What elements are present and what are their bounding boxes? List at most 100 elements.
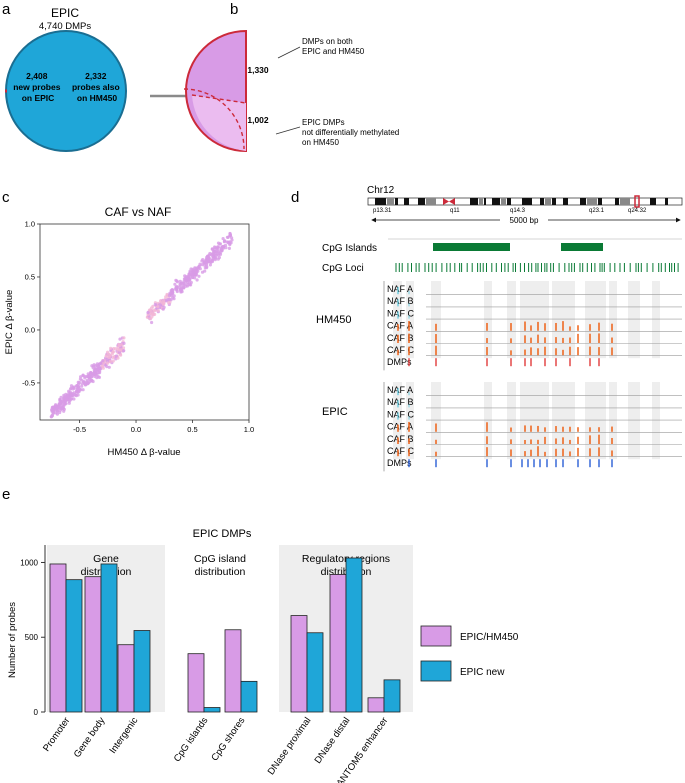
scatter-point — [188, 270, 192, 274]
bar-category-label: Gene body — [72, 715, 108, 760]
scatter-point — [200, 259, 204, 263]
pie-b-slice-not-dm — [192, 95, 246, 151]
scatter-point — [210, 259, 215, 264]
bar-epic-new — [383, 679, 401, 713]
pie-b-bottom-note-line1: EPIC DMPs — [302, 118, 345, 127]
pie-b-divider — [191, 94, 247, 104]
scale-label: 5000 bp — [510, 216, 539, 225]
bar-epic-new — [133, 630, 151, 713]
scatter-point — [204, 258, 208, 262]
scatter-point — [213, 245, 217, 249]
scatter-point — [92, 371, 96, 375]
scatter-point — [105, 361, 110, 365]
scatter-point — [60, 407, 64, 411]
scatter-point — [50, 413, 54, 417]
track-label-hm450: NAF C — [387, 308, 415, 318]
panel-label-b: b — [230, 1, 238, 18]
bar-epic-hm450 — [367, 697, 385, 713]
probe-shade-column — [393, 382, 402, 460]
scatter-point — [205, 265, 209, 269]
scatter-ylabel: EPIC Δ β-value — [4, 290, 15, 355]
scatter-xtick-label: 1.0 — [244, 425, 254, 434]
scatter-point — [191, 267, 195, 271]
legend-swatch-epic-new — [420, 660, 452, 682]
ideogram-band — [540, 198, 544, 205]
panel-a: EPIC 4,740 DMPs 2,408 new probes on EPIC… — [5, 6, 221, 152]
scatter-point — [109, 346, 113, 350]
scatter-point — [217, 251, 221, 255]
scatter-point — [80, 384, 84, 388]
scatter-point — [224, 246, 228, 250]
cpg-island-block — [433, 243, 510, 251]
scatter-point — [104, 354, 108, 358]
probe-shade-column — [393, 281, 402, 359]
bar-category-label: CpG shores — [209, 715, 247, 763]
bar-category-label: Intergenic — [108, 715, 141, 756]
scatter-point — [227, 246, 231, 250]
scatter-point — [65, 398, 69, 402]
ideogram-band — [404, 198, 409, 205]
scatter-point — [66, 393, 70, 397]
scatter-point — [194, 273, 198, 277]
scatter-point — [111, 350, 115, 354]
scatter-point — [178, 288, 183, 292]
ideogram-band-grey — [426, 198, 436, 205]
scatter-point — [74, 394, 78, 398]
scatter-point — [72, 397, 76, 401]
track-label-hm450: CAF C — [387, 345, 415, 355]
bar-ylabel: Number of probes — [7, 602, 18, 678]
ideogram-band — [598, 198, 602, 205]
bar-epic-new — [203, 707, 221, 713]
scatter-point — [169, 289, 173, 293]
bar-epic-hm450 — [290, 615, 308, 713]
probe-shade-column — [552, 281, 575, 359]
scatter-point — [164, 295, 168, 299]
probe-shade-column — [507, 382, 516, 460]
panel-d: Chr12 p13.31 q11 q14.3 q23.1 q24.32 5000… — [316, 185, 683, 472]
pie-b-bottom-leader — [275, 126, 301, 135]
ideogram-band — [563, 198, 568, 205]
scatter-point — [228, 233, 232, 238]
scatter-xtick-label: 0.5 — [187, 425, 197, 434]
scatter-ytick-label: -0.5 — [22, 378, 35, 387]
legend-label-epic-hm450: EPIC/HM450 — [460, 632, 519, 643]
scatter-point — [214, 256, 218, 260]
bar-category-label: CpG islands — [172, 715, 211, 764]
band-1: p13.31 — [373, 208, 392, 214]
scatter-point — [108, 359, 112, 364]
track-label-epic: NAF B — [387, 397, 414, 407]
probe-shade-column — [585, 382, 606, 460]
pie-b — [183, 29, 247, 153]
probe-shade-column — [507, 281, 516, 359]
track-label-hm450: CAF A — [387, 321, 413, 331]
ideogram-band — [470, 198, 478, 205]
panel-label-c: c — [2, 189, 10, 206]
scatter-point — [186, 280, 190, 284]
ideogram-band — [615, 198, 619, 205]
ideogram-band — [418, 198, 425, 205]
probe-shade-column — [484, 382, 492, 460]
pie-a-left-line3: on EPIC — [22, 93, 55, 103]
band-3: q14.3 — [510, 208, 526, 214]
track-label-epic: CAF C — [387, 446, 415, 456]
group-title-line: distribution — [195, 566, 246, 578]
panel-c: CAF vs NAF -0.5 -0.5 0.0 0.0 0.5 0.5 1.0 1.0 HM… — [4, 205, 254, 458]
scatter-point — [68, 398, 72, 402]
scatter-point — [171, 296, 175, 300]
scatter-point — [91, 366, 95, 370]
scatter-point — [81, 388, 85, 392]
panel-label-e: e — [2, 486, 10, 503]
scatter-point — [150, 320, 154, 325]
pie-a-title: EPIC — [51, 6, 79, 20]
ideogram-band-grey — [620, 198, 630, 205]
scatter-point — [84, 383, 88, 387]
pie-a-left-label: 2,408 new probes on EPIC — [13, 71, 63, 103]
track-label-epic: CAF A — [387, 422, 413, 432]
scatter-point — [188, 276, 192, 280]
scatter-point — [208, 263, 212, 267]
scatter-point — [203, 261, 207, 265]
ideogram-locus-marker — [634, 195, 640, 208]
band-4: q23.1 — [589, 208, 605, 214]
ideogram-band — [375, 198, 386, 205]
bar-epic-hm450 — [224, 629, 242, 713]
